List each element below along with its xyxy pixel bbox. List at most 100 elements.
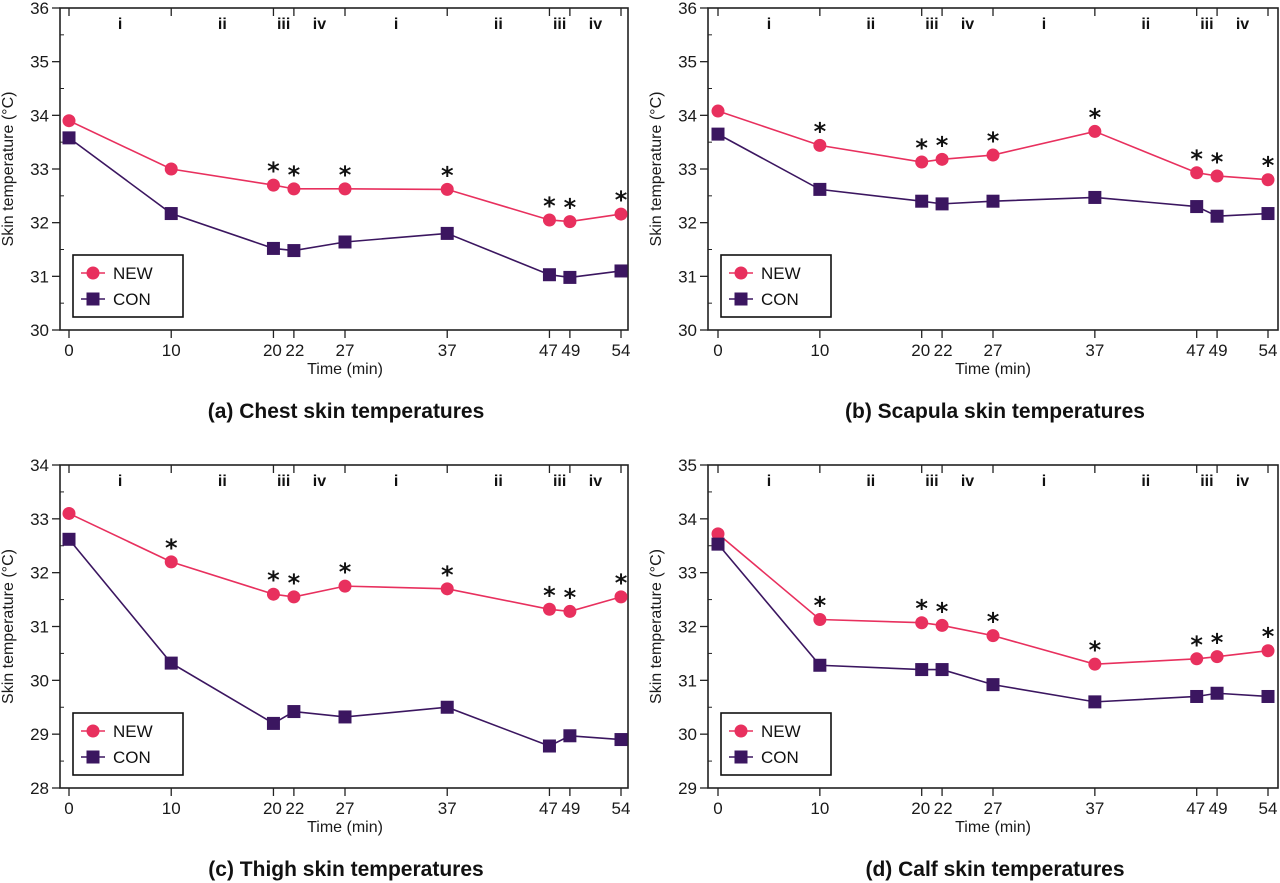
x-tick-label: 54: [612, 341, 631, 360]
data-point-new: [287, 590, 301, 604]
panel-title: (a) Chest skin temperatures: [208, 400, 485, 423]
x-tick-label: 0: [64, 799, 73, 818]
data-point-con: [266, 241, 280, 255]
x-tick-label: 47: [1186, 341, 1205, 360]
phase-label: ii: [218, 16, 227, 33]
significance-star: *: [1262, 152, 1275, 180]
x-tick-label: 37: [1085, 799, 1104, 818]
significance-star: *: [1089, 636, 1102, 664]
phase-label: iii: [553, 473, 566, 490]
chart-panel-b: 30 31 32 33 34 35 36 Skin temperature (°C) 0 10 20…: [648, 0, 1279, 423]
x-tick-label: 27: [984, 341, 1003, 360]
data-point-new: [164, 162, 178, 176]
data-point-con: [338, 710, 352, 724]
chart-panel-d: 29 30 31 32 33 34 35 Skin temperature (°C) 0 10 20…: [648, 456, 1279, 881]
data-point-new: [287, 182, 301, 196]
series-new: [62, 506, 628, 618]
series-con: [62, 131, 628, 284]
phase-label: iii: [925, 16, 938, 33]
phase-label: i: [394, 16, 398, 33]
data-point-new: [986, 148, 1000, 162]
data-point-con: [266, 716, 280, 730]
x-tick-label: 20: [911, 341, 930, 360]
data-point-new: [813, 613, 827, 627]
phase-label: i: [767, 16, 771, 33]
data-point-con: [164, 207, 178, 221]
x-tick-label: 49: [561, 341, 580, 360]
phase-label: iii: [925, 473, 938, 490]
panel-title: (d) Calf skin temperatures: [865, 858, 1124, 881]
x-tick-label: 27: [984, 799, 1003, 818]
x-tick-label: 37: [438, 341, 457, 360]
significance-star: *: [441, 161, 454, 189]
data-point-new: [164, 555, 178, 569]
data-point-con: [563, 270, 577, 284]
panel-title: (b) Scapula skin temperatures: [845, 400, 1145, 423]
y-tick-label: 34: [30, 106, 49, 125]
data-point-new: [1190, 166, 1204, 180]
legend: NEW CON: [72, 254, 184, 318]
data-point-con: [1261, 207, 1275, 221]
y-tick-label: 33: [30, 510, 49, 529]
y-tick-label: 32: [678, 618, 697, 637]
data-point-con: [1088, 695, 1102, 709]
phase-label: iv: [589, 16, 602, 33]
y-axis-title: Skin temperature (°C): [0, 92, 17, 247]
data-point-con: [986, 678, 1000, 692]
x-tick-label: 27: [336, 799, 355, 818]
legend-label-con: CON: [761, 290, 799, 309]
legend-label-new: NEW: [761, 722, 801, 741]
data-point-con: [813, 658, 827, 672]
significance-star: *: [615, 569, 628, 597]
data-point-con: [542, 268, 556, 282]
significance-star: *: [543, 581, 556, 609]
y-tick-label: 32: [678, 214, 697, 233]
y-tick-label: 33: [678, 564, 697, 583]
phase-label: iii: [1200, 473, 1213, 490]
data-point-new: [614, 207, 628, 221]
phase-label: i: [1042, 16, 1046, 33]
data-point-new: [338, 182, 352, 196]
phase-label: ii: [866, 473, 875, 490]
data-point-con: [935, 197, 949, 211]
panel-title: (c) Thigh skin temperatures: [208, 858, 483, 881]
y-tick-label: 35: [30, 53, 49, 72]
data-point-new: [915, 155, 929, 169]
chart-panel-a: 30 31 32 33 34 35 36 Skin temperature (°C) 0 10 20…: [0, 0, 630, 423]
y-tick-label: 36: [30, 0, 49, 18]
significance-star: *: [1211, 629, 1224, 657]
significance-star: *: [936, 131, 949, 159]
data-point-con: [542, 739, 556, 753]
data-point-con: [614, 264, 628, 278]
x-tick-label: 20: [911, 799, 930, 818]
phase-label: ii: [1141, 16, 1150, 33]
x-tick-label: 0: [64, 341, 73, 360]
data-point-new: [1261, 173, 1275, 187]
legend-box: [72, 712, 184, 776]
data-point-new: [813, 138, 827, 152]
y-tick-label: 30: [30, 671, 49, 690]
data-point-con: [1210, 209, 1224, 223]
x-tick-label: 20: [263, 799, 282, 818]
phase-label: ii: [218, 473, 227, 490]
phase-label: iv: [313, 473, 326, 490]
phase-label: iii: [1200, 16, 1213, 33]
data-point-con: [62, 532, 76, 546]
legend: NEW CON: [72, 712, 184, 776]
x-tick-label: 22: [934, 799, 953, 818]
phase-label: ii: [1141, 473, 1150, 490]
legend-marker-square-icon: [734, 750, 748, 764]
data-point-new: [1261, 644, 1275, 658]
x-tick-label: 47: [539, 799, 558, 818]
x-axis-title: Time (min): [307, 819, 383, 836]
data-point-new: [614, 590, 628, 604]
legend-marker-square-icon: [86, 292, 100, 306]
significance-star: *: [987, 608, 1000, 636]
x-tick-label: 49: [1209, 799, 1228, 818]
data-point-new: [542, 213, 556, 227]
data-point-new: [986, 629, 1000, 643]
significance-star: *: [814, 117, 827, 145]
significance-star: *: [1262, 623, 1275, 651]
data-point-new: [1190, 652, 1204, 666]
